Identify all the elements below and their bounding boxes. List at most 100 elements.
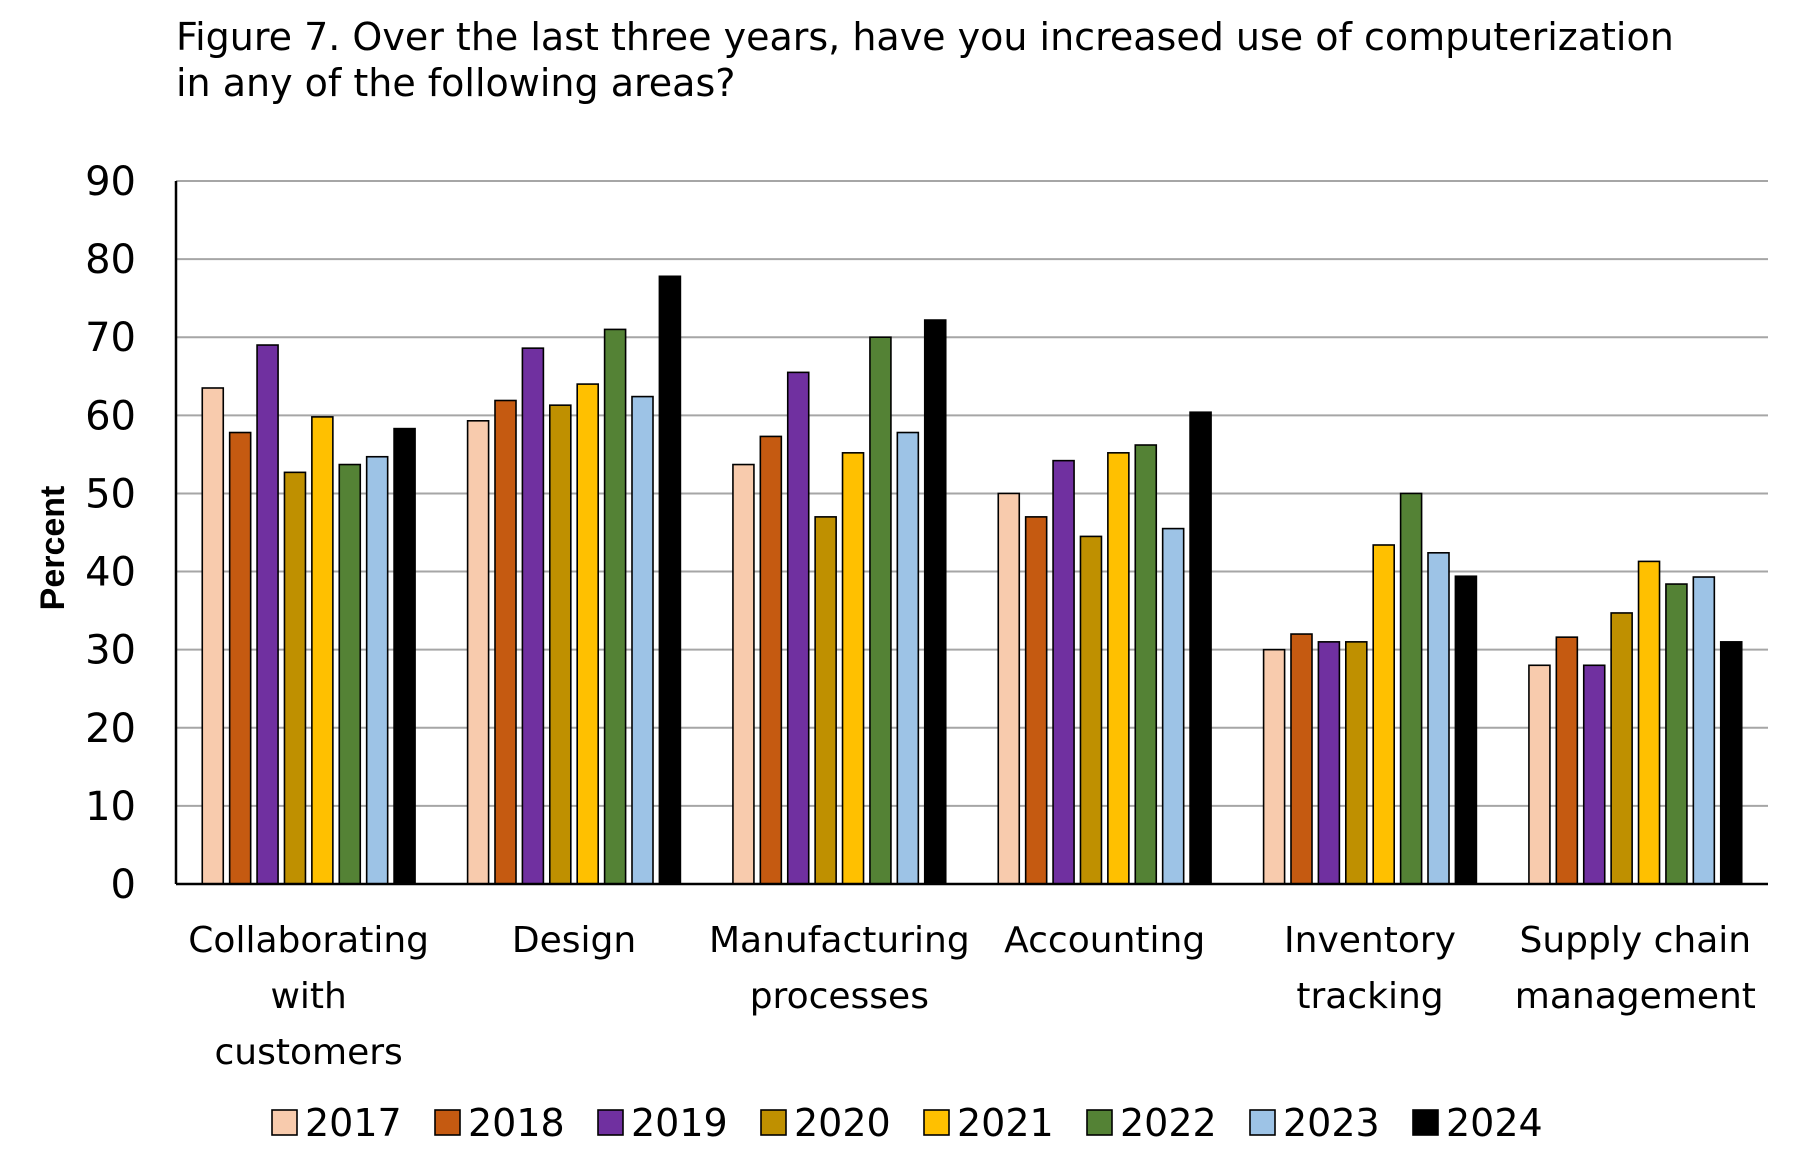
bar-2019	[1582, 664, 1606, 885]
legend-label-2019: 2019	[631, 1101, 728, 1145]
y-tick-label: 50	[85, 471, 136, 517]
bar-2017	[1528, 664, 1551, 885]
x-category-label-line: tracking	[1296, 976, 1443, 1017]
bar-2024	[923, 319, 947, 885]
bar-2024	[1454, 575, 1478, 885]
y-axis-label: Percent	[34, 486, 72, 611]
bar-2021	[311, 416, 334, 885]
bar-2022	[1134, 444, 1158, 885]
gridlines	[176, 180, 1768, 807]
bar-2023	[1427, 552, 1450, 885]
bar-2024	[658, 275, 682, 885]
legend: 2017 2018 2019 2020 2021 2022 2023 2024	[271, 1101, 1543, 1145]
legend-swatch-2017	[271, 1109, 298, 1136]
y-tick-label: 40	[85, 550, 136, 596]
legend-label-2022: 2022	[1120, 1101, 1217, 1145]
legend-swatch-2019	[597, 1109, 624, 1136]
y-tick-label: 90	[85, 159, 136, 205]
bars	[201, 275, 1743, 885]
y-tick-label: 80	[85, 237, 136, 283]
bar-2018	[228, 431, 252, 885]
bar-2023	[631, 395, 654, 885]
y-tick-label: 20	[85, 706, 136, 752]
legend-label-2023: 2023	[1283, 1101, 1380, 1145]
y-tick-label: 70	[85, 315, 136, 361]
x-category-label-line: processes	[750, 976, 929, 1017]
x-category-labels: Collaborating with customers Design Manufact…	[188, 920, 1756, 1073]
chart-title-line-1: Figure 7. Over the last three years, hav…	[176, 15, 1674, 59]
bar-2018	[759, 435, 783, 885]
legend-swatch-2023	[1249, 1109, 1276, 1136]
bar-2022	[1665, 583, 1688, 885]
x-category-label: Inventory tracking	[1284, 920, 1456, 1017]
bar-2022	[1399, 492, 1423, 885]
x-category-label-line: Inventory	[1284, 920, 1456, 961]
bar-2022	[603, 328, 627, 885]
bar-2017	[201, 387, 225, 885]
bar-2023	[896, 431, 920, 885]
legend-swatch-2022	[1086, 1109, 1113, 1136]
x-category-label-line: Manufacturing	[709, 920, 970, 961]
chart-title: Figure 7. Over the last three years, hav…	[176, 14, 1676, 106]
bar-2022	[338, 463, 362, 885]
legend-label-2021: 2021	[957, 1101, 1054, 1145]
bar-2022	[869, 336, 892, 885]
bar-2019	[786, 371, 810, 885]
bar-2017	[732, 463, 755, 885]
bar-2017	[466, 420, 490, 885]
legend-swatch-2024	[1412, 1109, 1439, 1136]
bar-2018	[1290, 633, 1313, 885]
chart-title-line-2: in any of the following areas?	[176, 61, 736, 105]
legend-swatch-2021	[923, 1109, 950, 1136]
axes	[174, 181, 1768, 886]
bar-2018	[1024, 516, 1048, 885]
x-category-label: Accounting	[1004, 920, 1205, 961]
y-tick-label: 30	[85, 628, 136, 674]
legend-label-2018: 2018	[468, 1101, 565, 1145]
bar-2019	[256, 344, 279, 885]
bar-2018	[1555, 636, 1579, 885]
legend-label-2020: 2020	[794, 1101, 891, 1145]
bar-2024	[393, 427, 416, 885]
legend-label-2024: 2024	[1446, 1101, 1543, 1145]
bar-2019	[1052, 459, 1075, 885]
x-category-label-line: customers	[215, 1032, 403, 1073]
y-tick-label: 0	[111, 862, 136, 908]
bar-2020	[548, 404, 572, 885]
bar-2019	[521, 347, 545, 885]
x-category-label-line: with	[270, 976, 346, 1017]
bar-2021	[1107, 452, 1130, 885]
bar-2020	[814, 516, 837, 885]
x-category-label: Design	[512, 920, 636, 961]
x-category-label-line: Supply chain	[1520, 920, 1752, 961]
bar-2024	[1719, 641, 1743, 885]
bar-2020	[1610, 612, 1633, 885]
bar-2021	[576, 383, 600, 885]
y-tick-labels: 0 10 20 30 40 50 60 70 80 90	[85, 159, 136, 908]
bar-2021	[1637, 560, 1661, 885]
bar-2020	[1345, 641, 1368, 885]
y-tick-label: 10	[85, 784, 136, 830]
bar-2023	[365, 455, 389, 885]
bar-2017	[997, 492, 1021, 885]
x-category-label: Manufacturing processes	[709, 920, 970, 1017]
bar-2021	[1372, 544, 1395, 885]
bar-2024	[1189, 411, 1212, 885]
x-category-label-line: management	[1515, 976, 1756, 1017]
bar-2020	[283, 471, 307, 885]
x-category-label-line: Accounting	[1004, 920, 1205, 961]
x-category-label: Collaborating with customers	[188, 920, 429, 1073]
x-category-label-line: Design	[512, 920, 636, 961]
legend-swatch-2020	[760, 1109, 787, 1136]
legend-label-2017: 2017	[305, 1101, 402, 1145]
bar-2021	[841, 452, 865, 885]
legend-swatch-2018	[434, 1109, 461, 1136]
x-category-label-line: Collaborating	[188, 920, 429, 961]
bar-2017	[1262, 648, 1286, 885]
y-tick-label: 60	[85, 393, 136, 439]
bar-2019	[1317, 641, 1341, 885]
bar-2018	[494, 399, 517, 885]
bar-2023	[1692, 576, 1716, 885]
x-category-label: Supply chain management	[1515, 920, 1756, 1017]
